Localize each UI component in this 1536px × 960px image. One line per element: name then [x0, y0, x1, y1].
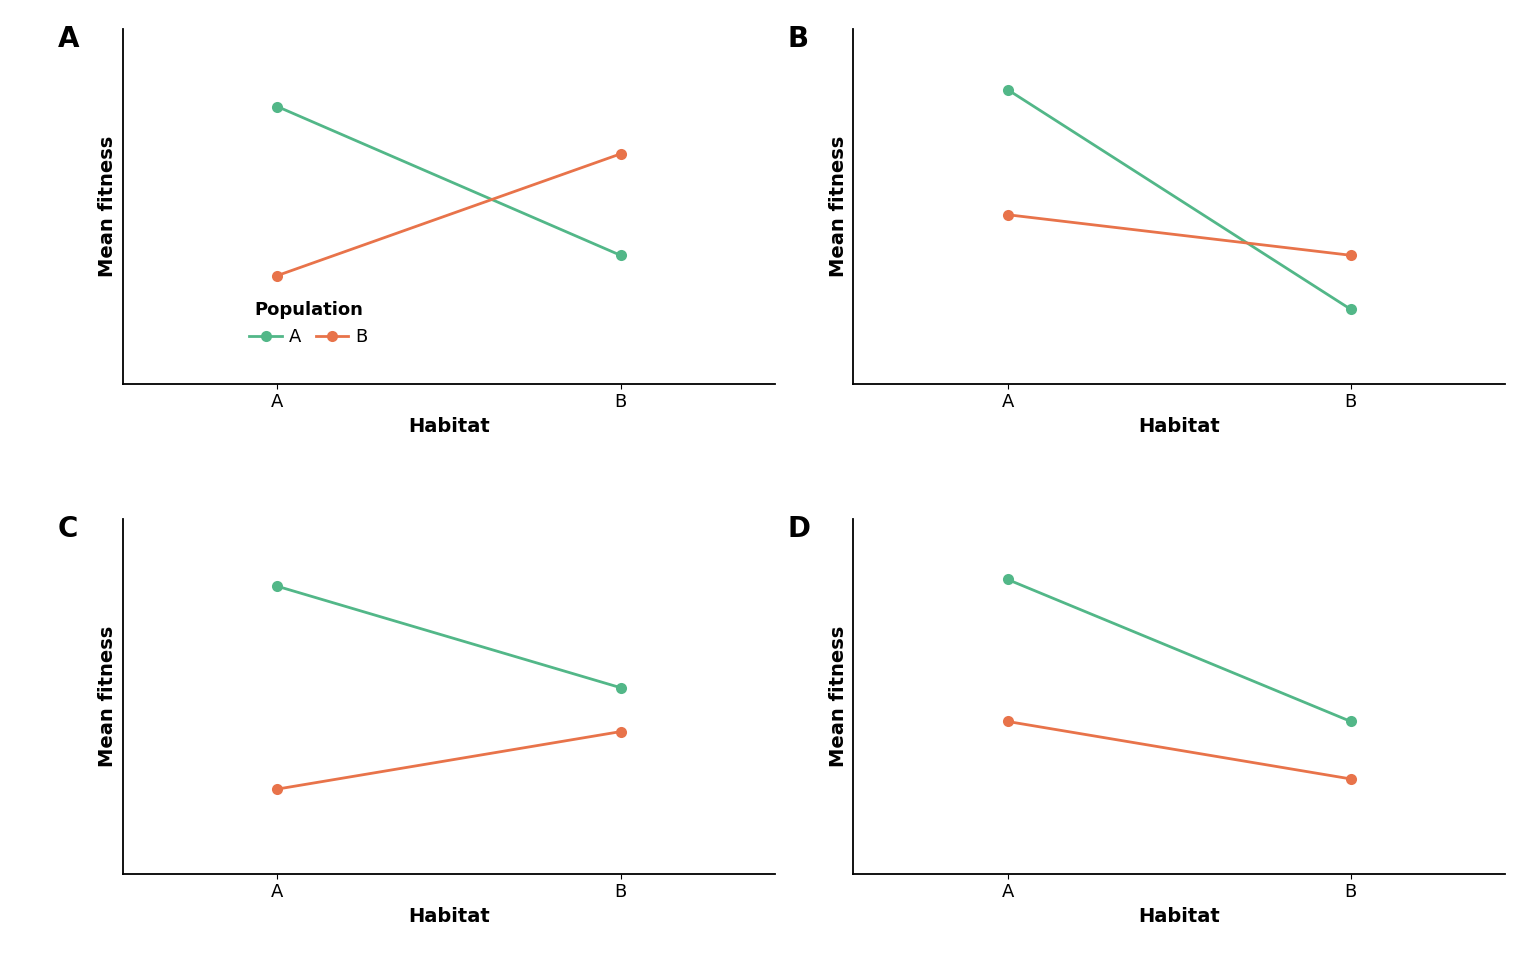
X-axis label: Habitat: Habitat — [409, 417, 490, 436]
Text: C: C — [58, 516, 78, 543]
X-axis label: Habitat: Habitat — [1138, 907, 1220, 925]
Y-axis label: Mean fitness: Mean fitness — [98, 135, 117, 276]
X-axis label: Habitat: Habitat — [1138, 417, 1220, 436]
Legend: A, B: A, B — [249, 301, 367, 347]
Text: A: A — [58, 25, 80, 53]
Y-axis label: Mean fitness: Mean fitness — [98, 626, 117, 767]
X-axis label: Habitat: Habitat — [409, 907, 490, 925]
Text: D: D — [788, 516, 811, 543]
Text: B: B — [788, 25, 809, 53]
Y-axis label: Mean fitness: Mean fitness — [828, 626, 848, 767]
Y-axis label: Mean fitness: Mean fitness — [828, 135, 848, 276]
